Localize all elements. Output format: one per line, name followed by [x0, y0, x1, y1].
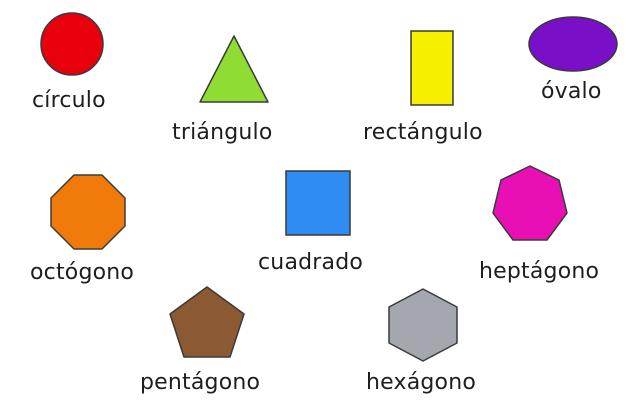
pentagon-shape: [169, 286, 245, 358]
triangle-shape: [199, 35, 269, 103]
square-label: cuadrado: [258, 250, 364, 275]
square-shape: [285, 170, 351, 236]
oval-shape: [528, 16, 618, 72]
pentagon-label: pentágono: [140, 370, 261, 395]
circle-shape: [40, 12, 104, 76]
rectangle-shape: [410, 30, 454, 106]
hexagon-label: hexágono: [366, 370, 477, 395]
hexagon-shape: [388, 288, 458, 362]
rectangle-label: rectángulo: [363, 120, 483, 145]
octagon-shape: [50, 174, 126, 250]
oval-label: óvalo: [541, 79, 602, 104]
heptagon-label: heptágono: [479, 259, 600, 284]
octagon-label: octógono: [30, 260, 135, 285]
triangle-label: triángulo: [172, 120, 273, 145]
heptagon-shape: [492, 165, 568, 241]
circle-label: círculo: [32, 88, 106, 113]
